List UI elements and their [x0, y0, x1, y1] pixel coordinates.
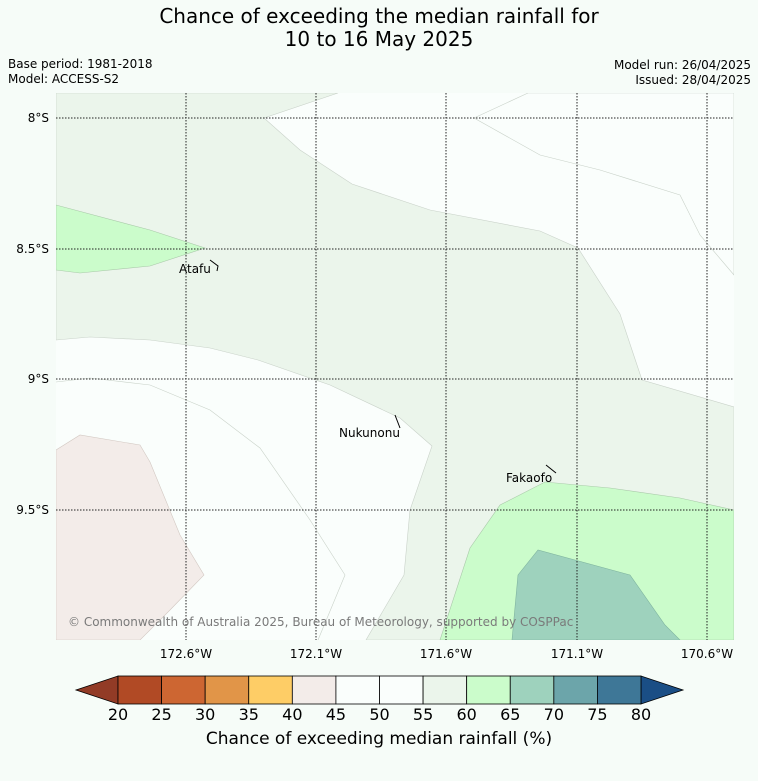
region-60-65-east — [439, 481, 734, 640]
colorbar-segment — [291, 675, 337, 705]
colorbar-tick-label: 75 — [587, 705, 607, 724]
colorbar-tick-label: 70 — [544, 705, 564, 724]
colorbar-tick-label: 80 — [631, 705, 651, 724]
colorbar-tick-label: 40 — [282, 705, 302, 724]
colorbar-tick-label: 45 — [326, 705, 346, 724]
colorbar-segment — [379, 675, 424, 705]
colorbar-ticks: 20 25 30 35 40 45 50 55 60 65 70 75 80 — [108, 705, 651, 724]
lon-label-171-1: 171.1°W — [551, 647, 603, 661]
lat-axis-labels: 8°S 8.5°S 9°S 9.5°S — [16, 111, 49, 517]
colorbar-tick-label: 20 — [108, 705, 128, 724]
colorbar-segment — [597, 675, 642, 705]
island-atafu-shape — [209, 259, 219, 272]
colorbar-label: Chance of exceeding median rainfall (%) — [205, 729, 553, 749]
colorbar-tick-label: 65 — [500, 705, 520, 724]
region-60-65-west — [56, 204, 206, 274]
title-line-2: 10 to 16 May 2025 — [284, 27, 474, 51]
island-fakaofo-shape — [545, 464, 557, 474]
colorbar-tick-label: 35 — [239, 705, 259, 724]
colorbar-under-arrow — [74, 675, 119, 705]
map-area — [56, 93, 734, 640]
place-label-nukunonu: Nukunonu — [339, 426, 400, 440]
lat-label-8: 8°S — [28, 111, 49, 125]
colorbar: 20 25 30 35 40 45 50 55 60 65 70 75 80 — [74, 675, 685, 724]
colorbar-segment — [204, 675, 250, 705]
place-label-fakaofo: Fakaofo — [506, 471, 552, 485]
model-name: Model: ACCESS-S2 — [8, 72, 120, 86]
graticule — [56, 93, 734, 640]
lat-label-8-5: 8.5°S — [16, 242, 49, 256]
colorbar-over-arrow — [640, 675, 685, 705]
lon-label-170-6: 170.6°W — [681, 647, 733, 661]
colorbar-tick-label: 60 — [456, 705, 476, 724]
copyright-text: © Commonwealth of Australia 2025, Bureau… — [68, 615, 573, 629]
lat-label-9: 9°S — [28, 372, 49, 386]
model-run: Model run: 26/04/2025 — [613, 58, 751, 72]
colorbar-segment — [422, 675, 468, 705]
colorbar-segment — [553, 675, 598, 705]
colorbar-segment — [248, 675, 293, 705]
region-40-45 — [56, 434, 205, 640]
lon-label-172-6: 172.6°W — [160, 647, 212, 661]
colorbar-segment — [161, 675, 206, 705]
issued-date: Issued: 28/04/2025 — [635, 73, 751, 87]
colorbar-segment — [509, 675, 555, 705]
meta-right: Model run: 26/04/2025 Issued: 28/04/2025 — [614, 58, 751, 88]
region-65-70 — [511, 549, 681, 640]
colorbar-segment — [117, 675, 162, 705]
title-line-1: Chance of exceeding the median rainfall … — [159, 4, 599, 28]
contour-line — [56, 377, 346, 640]
lon-label-171-6: 171.6°W — [420, 647, 472, 661]
colorbar-tick-label: 55 — [413, 705, 433, 724]
place-labels: Atafu Nukunonu Fakaofo — [179, 262, 552, 485]
islands — [209, 259, 557, 474]
lon-axis-labels: 172.6°W 172.1°W 171.6°W 171.1°W 170.6°W — [160, 647, 733, 661]
place-label-atafu: Atafu — [179, 262, 211, 276]
island-nukunonu-shape — [394, 414, 401, 429]
colorbar-segment — [466, 675, 511, 705]
meta-left: Base period: 1981-2018 Model: ACCESS-S2 — [8, 57, 153, 87]
region-45-55-top — [473, 93, 734, 276]
colorbar-segment — [335, 675, 380, 705]
lat-label-9-5: 9.5°S — [16, 503, 49, 517]
colorbar-segments — [117, 675, 642, 705]
base-period: Base period: 1981-2018 — [8, 57, 153, 71]
colorbar-tick-label: 50 — [369, 705, 389, 724]
map-title: Chance of exceeding the median rainfall … — [0, 5, 758, 51]
colorbar-tick-label: 25 — [151, 705, 171, 724]
colorbar-tick-label: 30 — [195, 705, 215, 724]
lon-label-172-1: 172.1°W — [290, 647, 342, 661]
